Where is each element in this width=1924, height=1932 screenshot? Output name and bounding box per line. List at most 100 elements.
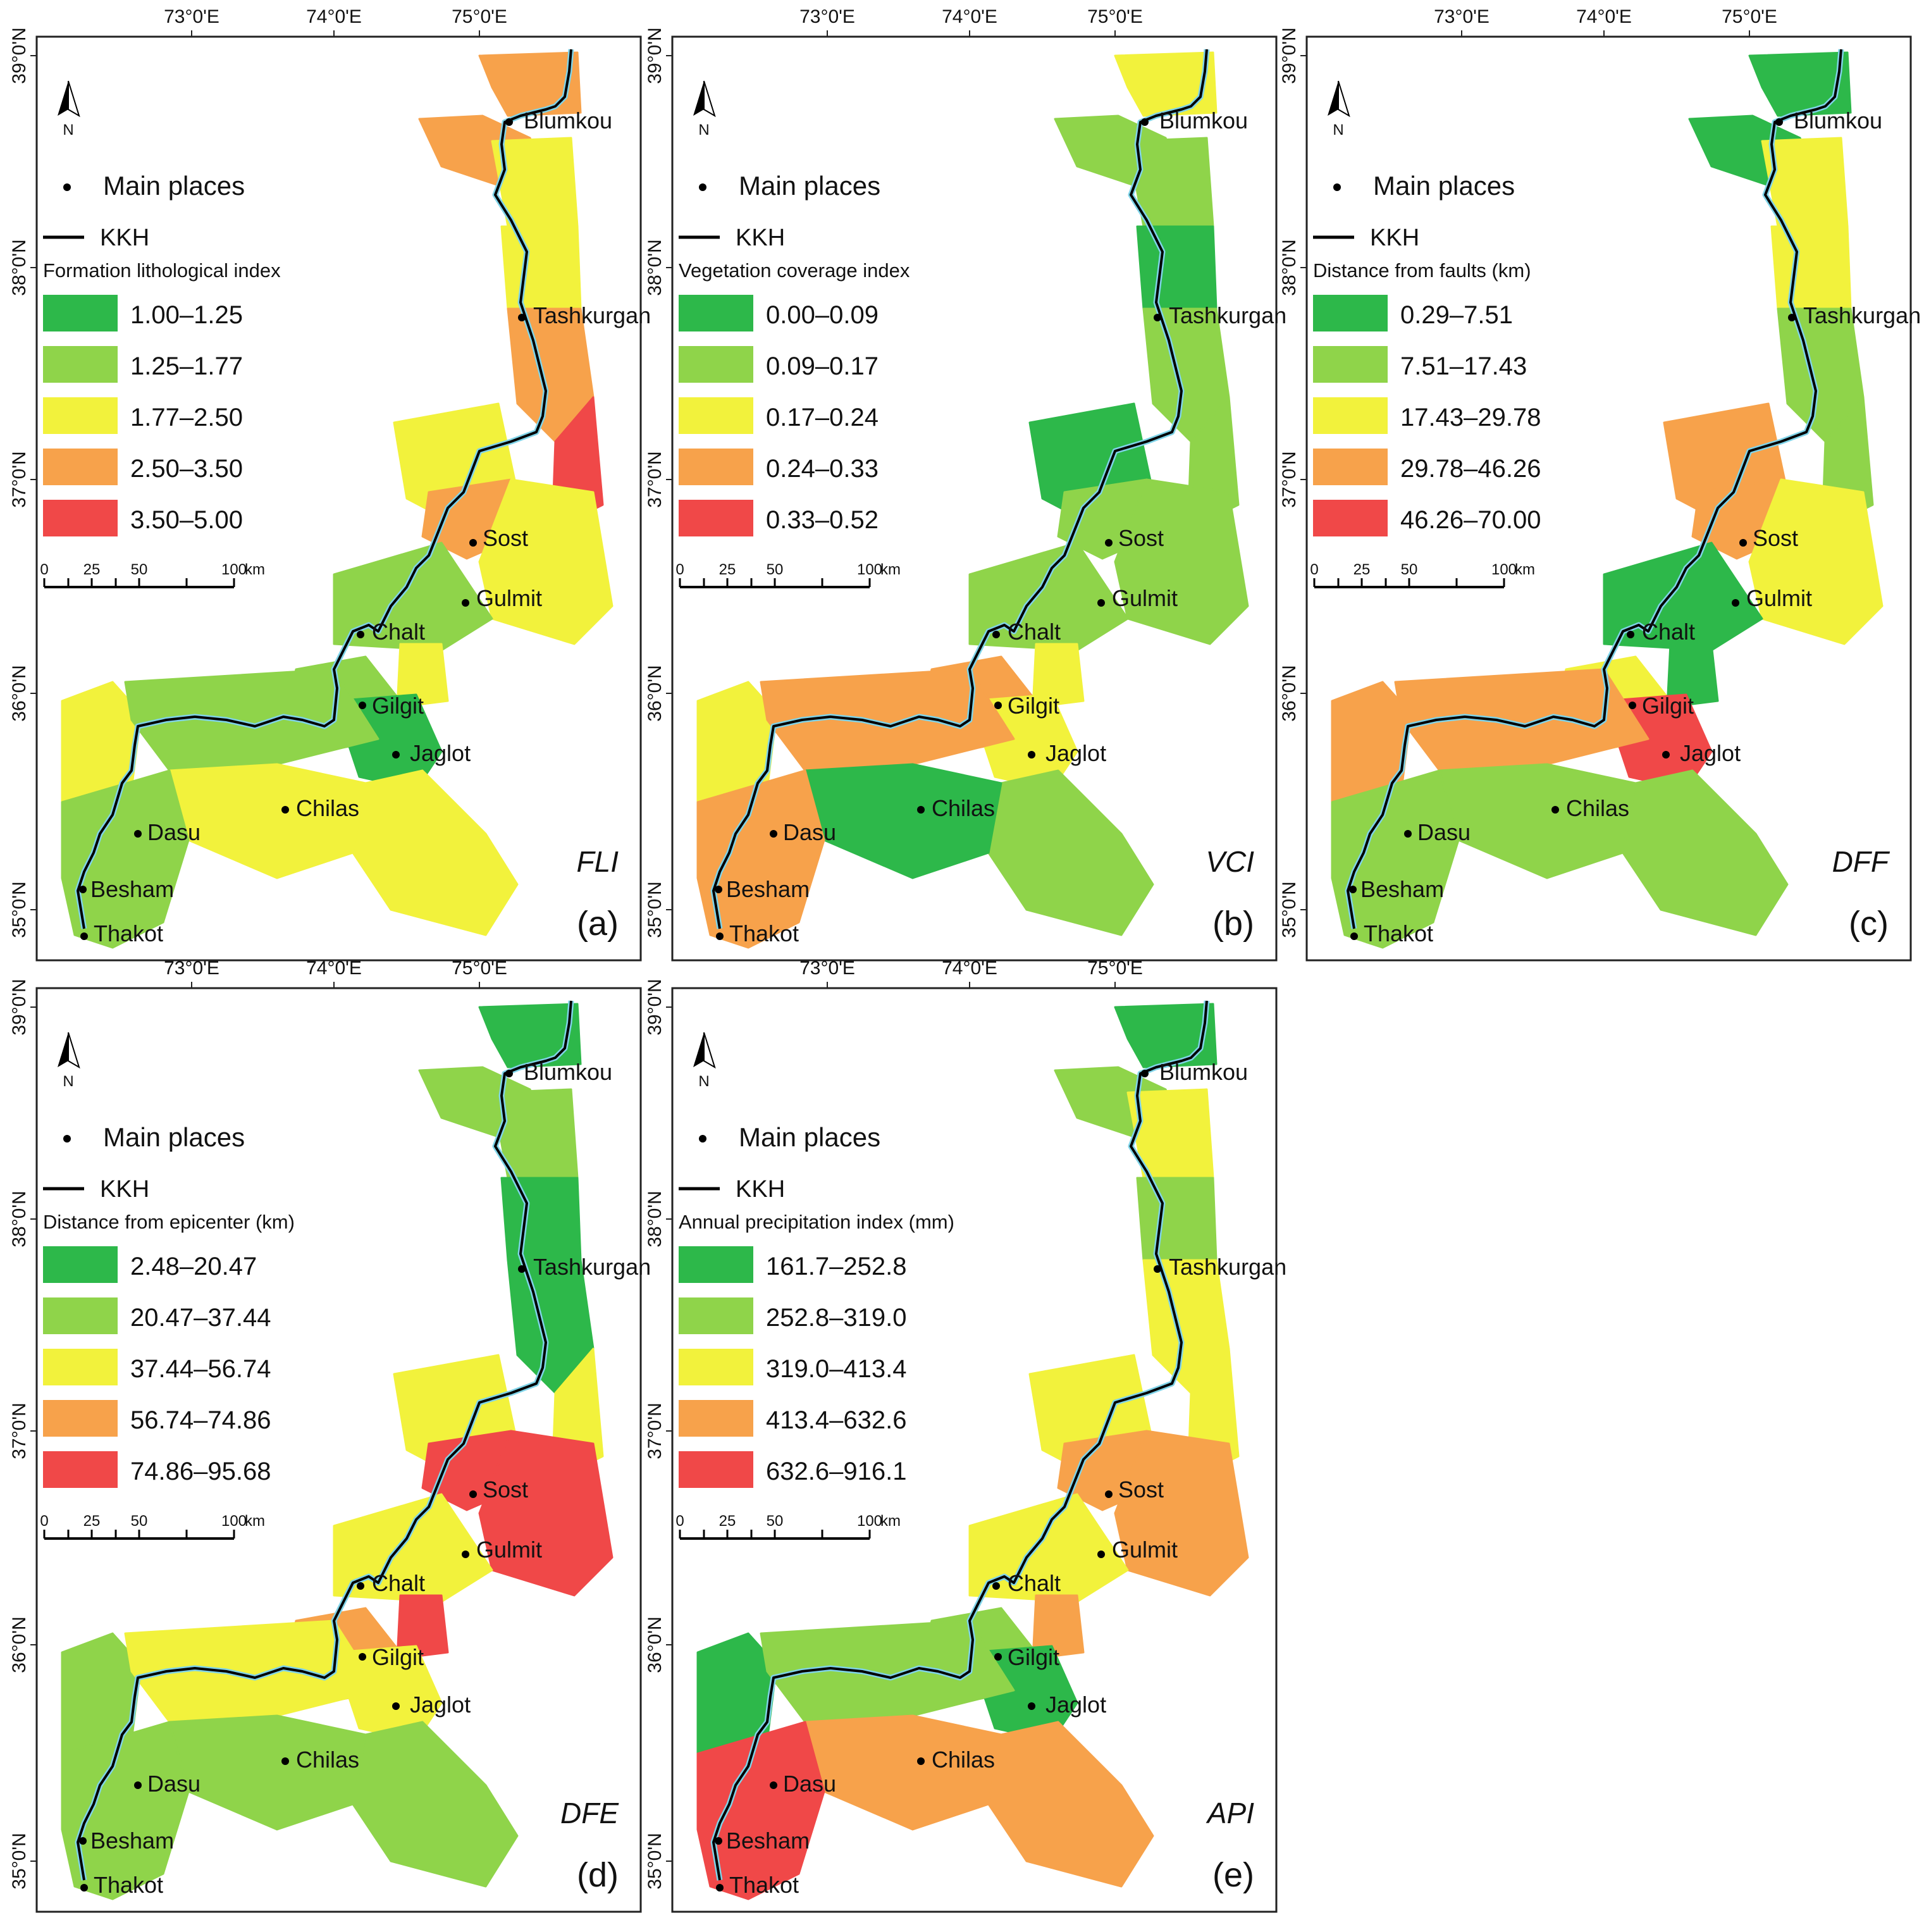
place-label-tashkurgan: Tashkurgan [1169,1254,1286,1280]
lon-tick-label: 73°0'E [1434,6,1489,27]
north-label: N [1333,121,1343,139]
place-dot-sost [1739,539,1747,547]
lat-tick-label: 38°0'N [9,1191,30,1247]
place-dot-tashkurgan [518,314,526,321]
map-region-10 [968,1493,1129,1603]
scale-unit-label: km [880,1513,901,1530]
scale-tick-label: 25 [719,1513,736,1530]
lat-tick-label: 36°0'N [644,665,665,721]
place-label-blumkou: Blumkou [1159,1059,1248,1085]
north-arrow-right [68,1032,80,1069]
place-label-besham: Besham [90,876,174,902]
place-label-tashkurgan: Tashkurgan [1803,302,1921,328]
north-arrow-right [703,1032,716,1069]
map-region-4 [1770,225,1852,310]
map-region-10 [333,542,493,652]
place-dot-thakot [80,932,88,940]
lat-tick-label: 38°0'N [644,239,665,295]
place-label-chilas: Chilas [932,1747,995,1773]
legend-places-label: Main places [103,171,245,201]
place-label-sost: Sost [1118,1477,1164,1502]
panel-letter: (c) [1849,905,1889,943]
place-dot-tashkurgan [1154,314,1161,321]
lon-tick-label: 75°0'E [1722,6,1777,27]
place-label-gulmit: Gulmit [476,585,542,611]
place-dot-thakot [716,1884,724,1892]
north-arrow-left [693,81,704,116]
place-dot-chilas [917,806,925,814]
lat-tick-label: 37°0'N [9,451,30,507]
scale-tick-label: 50 [767,561,784,578]
north-arrow-right [1338,80,1350,118]
map-region-11 [396,1594,449,1660]
north-label: N [698,121,709,139]
legend-class-label-4: 0.24–0.33 [766,455,879,483]
panel-letter: (d) [577,1856,619,1894]
place-dot-blumkou [1141,1070,1149,1077]
place-dot-thakot [716,932,724,940]
scale-tick-label: 25 [83,561,101,578]
lat-tick-label: 39°0'N [9,979,30,1035]
place-dot-chilas [917,1757,925,1765]
north-label: N [63,121,73,139]
map-region-11 [396,643,449,709]
legend-places-label: Main places [739,1122,880,1152]
legend-class-label-2: 0.09–0.17 [766,352,879,380]
scale-tick-label: 0 [40,1513,48,1530]
legend-swatch-4 [679,449,753,485]
lat-tick-label: 35°0'N [644,1833,665,1889]
legend-swatch-3 [679,397,753,434]
panel-letter: (a) [577,905,619,943]
kkh-road-line [1347,49,1842,929]
lon-tick-label: 75°0'E [452,958,507,979]
north-label: N [63,1073,73,1090]
place-dot-blumkou [505,118,513,126]
place-label-gilgit: Gilgit [372,693,424,719]
legend-swatch-5 [679,500,753,536]
place-label-gilgit: Gilgit [372,1644,424,1670]
map-region-9 [1748,478,1884,645]
lon-tick-label: 73°0'E [799,958,855,979]
map-region-16 [987,769,1154,936]
map-region-1 [1114,1003,1218,1068]
legend-swatch-3 [43,1349,118,1385]
lat-tick-label: 38°0'N [1279,239,1300,295]
legend-class-label-3: 319.0–413.4 [766,1355,906,1383]
place-dot-chalt [992,631,1000,638]
place-label-sost: Sost [1753,525,1798,551]
place-label-thakot: Thakot [1364,920,1433,946]
place-label-chilas: Chilas [1566,795,1629,821]
place-label-blumkou: Blumkou [524,1059,612,1085]
place-label-thakot: Thakot [94,920,163,946]
place-dot-gulmit [1097,1551,1105,1558]
lat-tick-label: 35°0'N [9,1833,30,1889]
legend-class-label-2: 252.8–319.0 [766,1304,906,1332]
north-arrow-right [703,80,716,118]
place-dot-besham [1349,886,1357,893]
lat-tick-label: 39°0'N [9,27,30,84]
legend-swatch-2 [1313,346,1388,383]
map-region-9 [1114,1430,1249,1597]
scale-tick-label: 25 [1354,561,1371,578]
legend-swatch-1 [1313,295,1388,331]
place-dot-tashkurgan [1788,314,1796,321]
place-label-tashkurgan: Tashkurgan [533,1254,651,1280]
legend-class-label-3: 0.17–0.24 [766,404,879,431]
place-dot-gilgit [359,702,366,709]
map-region-10 [1603,542,1763,652]
map-region-9 [1114,478,1249,645]
legend-swatch-1 [679,295,753,331]
legend-swatch-2 [679,1297,753,1334]
legend-swatch-3 [1313,397,1388,434]
place-label-blumkou: Blumkou [524,108,612,133]
map-region-18 [61,1721,190,1900]
place-label-gilgit: Gilgit [1008,693,1059,719]
place-label-chalt: Chalt [1008,1570,1061,1596]
legend-place-dot [699,183,706,191]
lat-tick-label: 38°0'N [644,1191,665,1247]
place-label-jaglot: Jaglot [1680,740,1741,766]
kkh-road-line [712,1000,1208,1881]
lat-tick-label: 37°0'N [644,451,665,507]
legend-place-dot [63,183,71,191]
place-dot-gulmit [462,1551,469,1558]
